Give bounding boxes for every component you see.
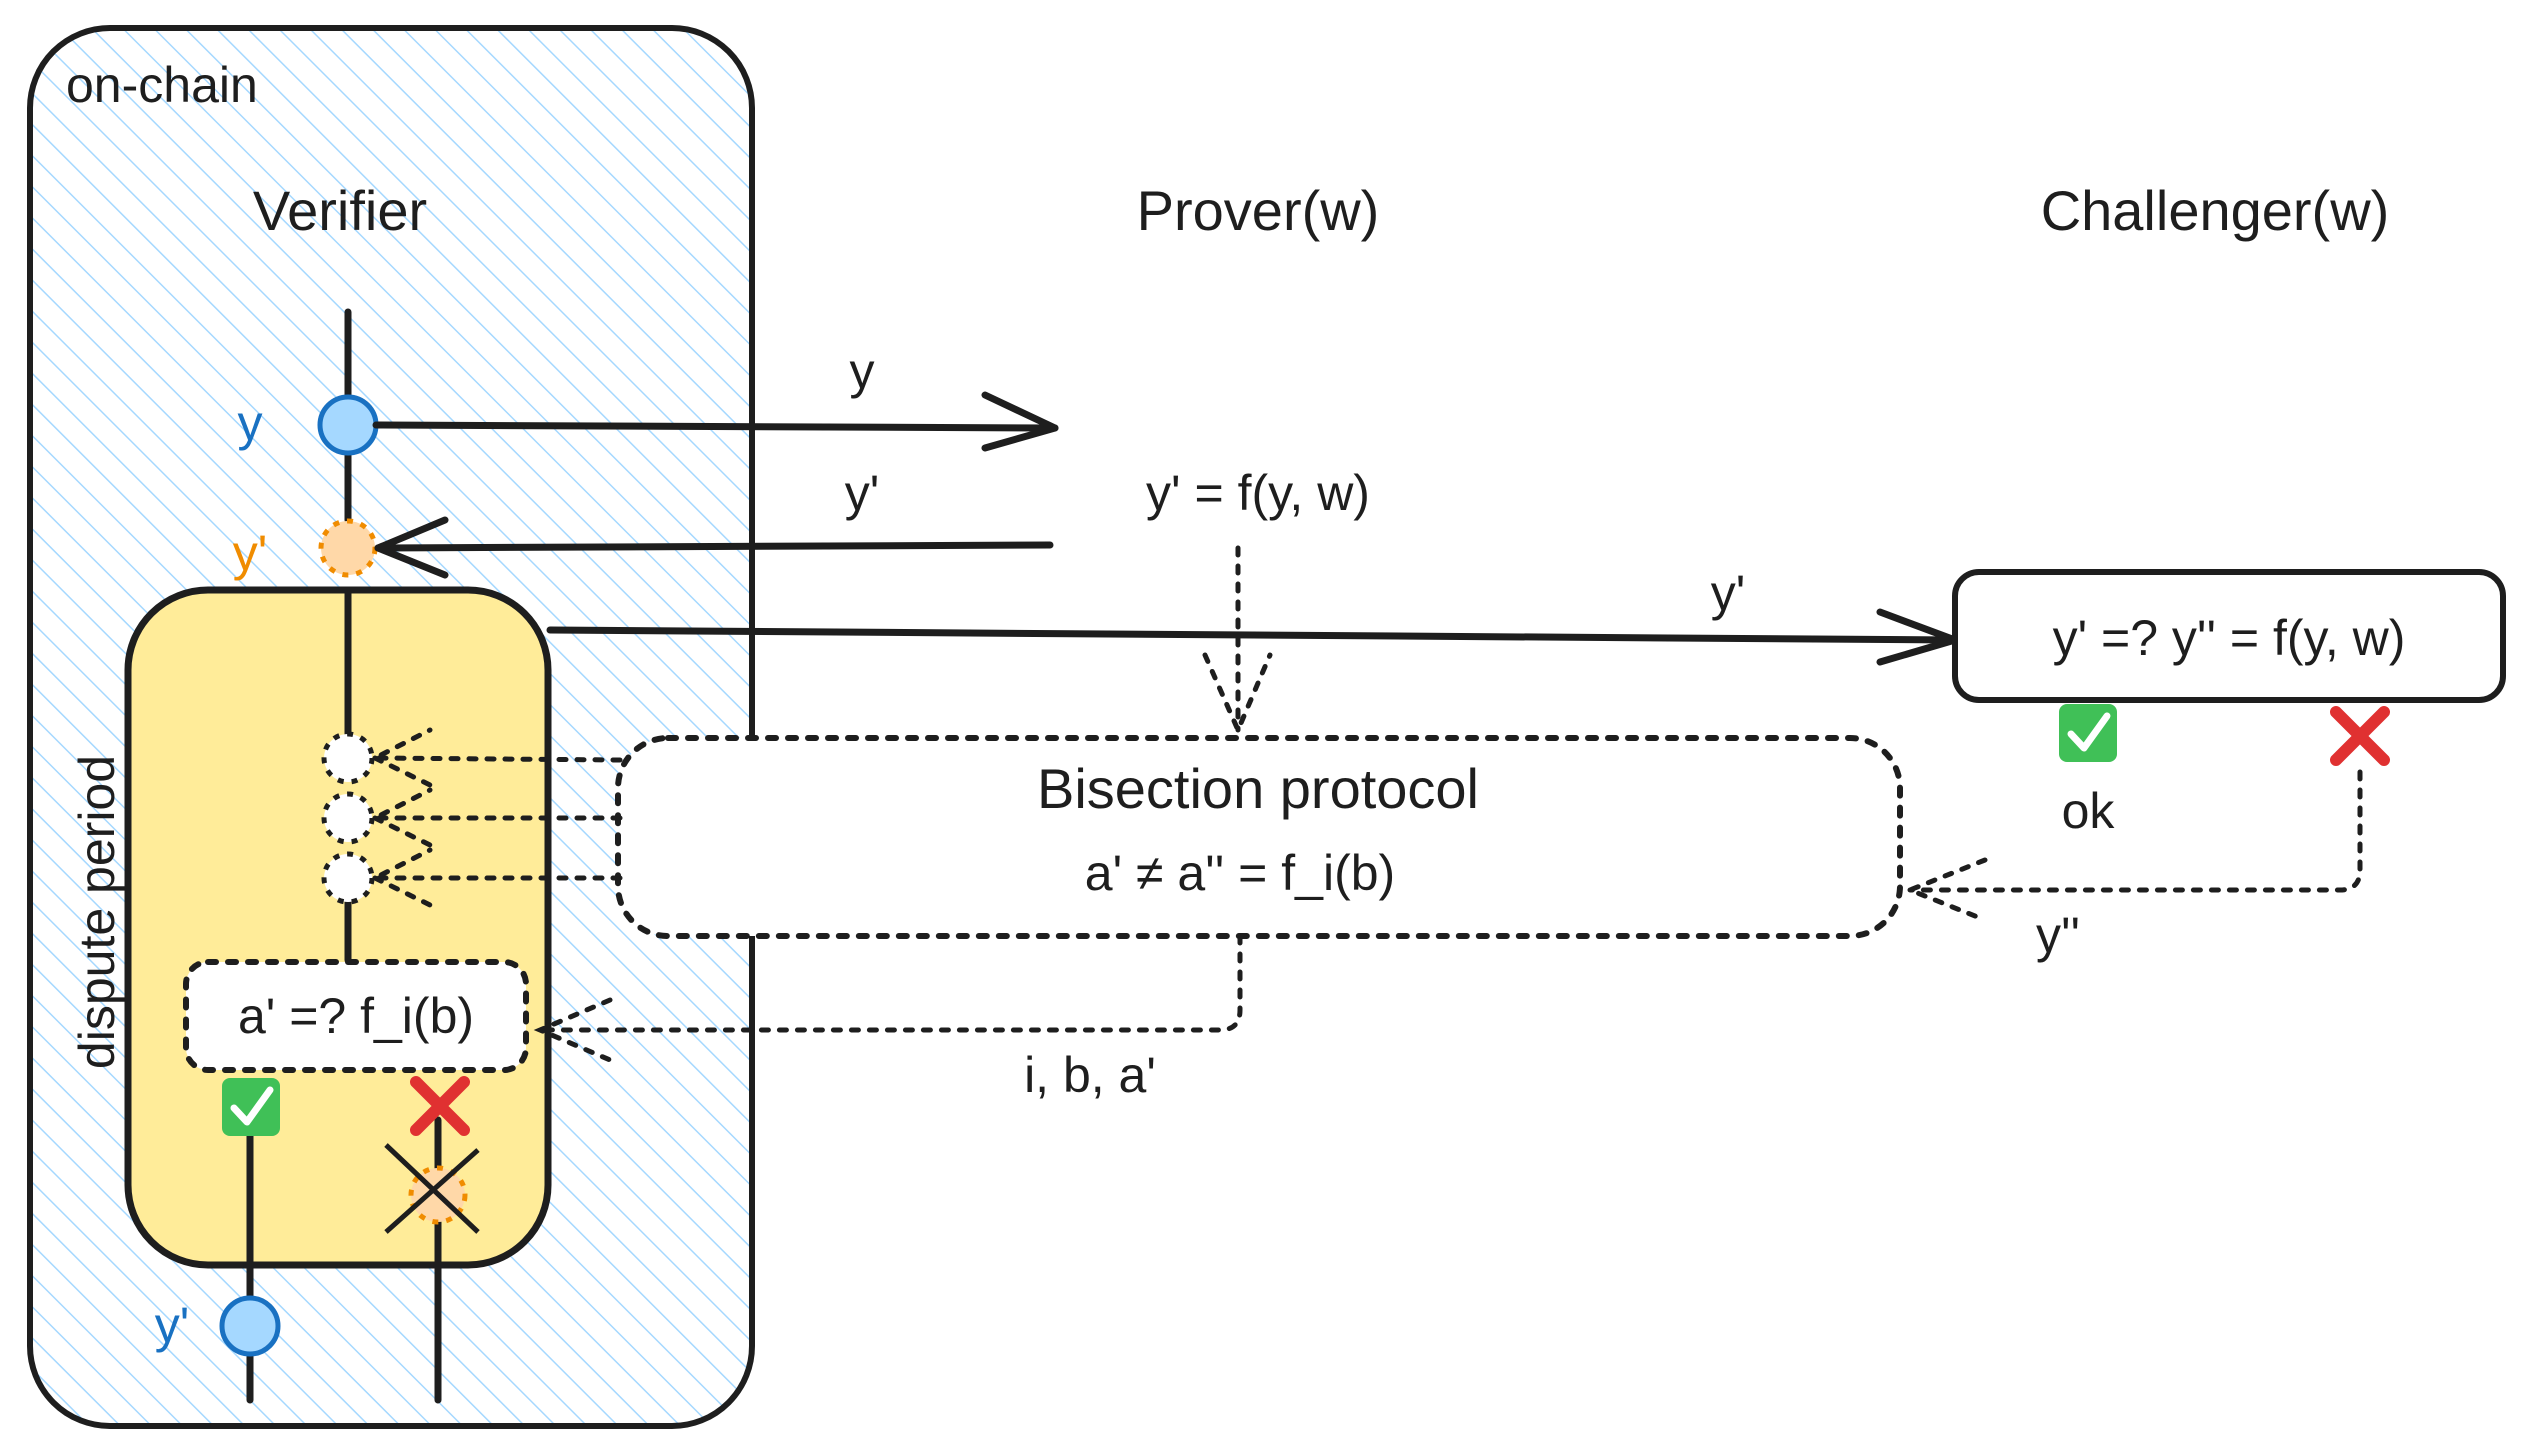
step-node <box>321 731 375 785</box>
cross-mark-icon <box>2330 706 2390 766</box>
step-node <box>321 791 375 845</box>
node-y-prime-final <box>219 1295 281 1357</box>
check-mark-icon <box>2059 704 2117 762</box>
challenger-check-box: y' =? y'' = f(y, w) <box>1952 569 2506 703</box>
arrow-y-prime-from-prover <box>374 516 1054 579</box>
dispute-period-box: dispute period <box>69 586 552 1269</box>
dispute-period-label: dispute period <box>69 755 125 1069</box>
bisection-output-label: i, b, a' <box>1024 1047 1156 1103</box>
bisection-protocol-box: Bisection protocol a' ≠ a'' = f_i(b) <box>615 735 1903 939</box>
cross-mark-icon <box>410 1076 470 1136</box>
verifier-check-box: a' =? f_i(b) <box>183 959 529 1073</box>
rejected-node <box>384 1143 480 1234</box>
check-mark-icon <box>222 1078 280 1136</box>
bisection-claim: a' ≠ a'' = f_i(b) <box>1085 845 1395 901</box>
challenger-check-label: y' =? y'' = f(y, w) <box>2053 610 2406 666</box>
message-y-label: y <box>850 343 875 399</box>
node-y-prime-pending <box>318 518 378 578</box>
verifier-check-label: a' =? f_i(b) <box>238 988 474 1044</box>
arrow-bisection-to-verifier <box>533 933 1243 1063</box>
bisection-fanout <box>372 727 623 908</box>
challenger-title: Challenger(w) <box>2041 179 2390 242</box>
message-y-prime-challenger-label: y' <box>1711 565 1746 621</box>
step-node <box>321 851 375 905</box>
node-y-prime-final-label: y' <box>155 1297 190 1353</box>
bisection-title: Bisection protocol <box>1037 757 1479 820</box>
arrow-challenger-to-bisection <box>1903 769 2363 923</box>
prover-title: Prover(w) <box>1137 179 1380 242</box>
message-y-double-prime-label: y'' <box>2036 907 2080 963</box>
node-y-top <box>317 394 379 456</box>
bisection-step-nodes <box>321 731 375 905</box>
verifier-title: Verifier <box>253 179 427 242</box>
prover-compute-label: y' = f(y, w) <box>1146 465 1370 521</box>
arrow-prover-to-bisection <box>1202 545 1273 737</box>
arrow-y-to-prover <box>372 391 1059 452</box>
node-y-top-label: y <box>238 395 263 451</box>
on-chain-label: on-chain <box>66 57 258 113</box>
message-y-prime-label: y' <box>845 465 880 521</box>
challenger-ok-label: ok <box>2062 783 2116 839</box>
node-y-prime-pending-label: y' <box>233 525 268 581</box>
